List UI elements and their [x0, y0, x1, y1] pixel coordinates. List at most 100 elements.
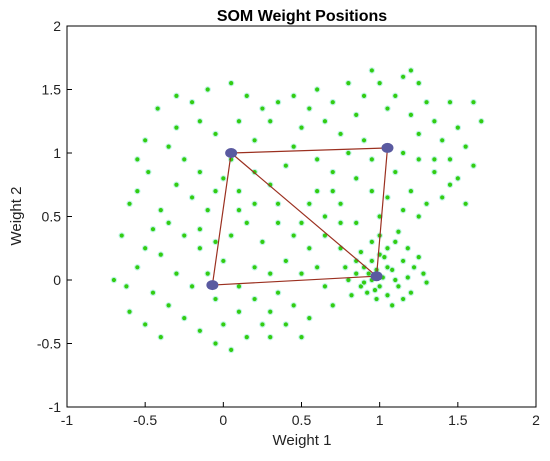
som-edge [212, 275, 377, 286]
data-point [267, 308, 274, 315]
data-point [267, 118, 274, 125]
som-edge [375, 147, 389, 277]
data-point [235, 187, 243, 195]
data-point [454, 124, 462, 131]
data-point [126, 200, 133, 207]
data-point [196, 327, 204, 334]
data-point [337, 130, 344, 138]
data-point [181, 232, 188, 239]
y-tick-label: -1 [49, 399, 62, 415]
x-tick-label: 0.5 [292, 412, 312, 428]
data-point [353, 219, 360, 227]
data-point [188, 194, 196, 201]
data-point [306, 245, 313, 252]
data-point [259, 105, 266, 112]
data-point [410, 264, 418, 271]
data-point [204, 206, 211, 214]
som-edge [231, 147, 388, 154]
data-point [282, 257, 290, 265]
data-point [227, 232, 235, 239]
data-point [363, 289, 371, 296]
data-point [204, 86, 211, 93]
data-point [392, 238, 399, 246]
data-point [478, 118, 485, 125]
data-point [384, 292, 391, 299]
x-axis-label: Weight 1 [273, 432, 332, 449]
data-point [313, 264, 321, 271]
data-point [274, 99, 282, 106]
data-point [243, 219, 250, 227]
data-point [399, 206, 407, 214]
data-point [259, 321, 266, 328]
data-point [235, 308, 243, 315]
data-point [388, 302, 396, 309]
som-neuron [206, 280, 219, 291]
data-point [462, 200, 469, 207]
data-point [243, 92, 250, 100]
data-point [345, 149, 352, 157]
data-point [282, 321, 290, 328]
data-point [415, 213, 422, 220]
data-point [399, 73, 407, 81]
data-point [267, 270, 274, 277]
data-point [227, 79, 235, 87]
data-point [188, 99, 196, 106]
data-point [251, 264, 258, 271]
data-point [420, 270, 427, 277]
data-point [274, 200, 282, 207]
data-point [384, 245, 391, 252]
data-point [157, 333, 164, 341]
data-point [423, 99, 430, 106]
data-point [298, 124, 305, 131]
y-tick-label: 0.5 [42, 209, 62, 225]
data-point [212, 130, 219, 138]
data-point [290, 143, 297, 150]
data-point [282, 162, 290, 169]
data-point [446, 181, 454, 188]
data-point [423, 279, 430, 286]
data-point [381, 253, 388, 261]
data-point [212, 238, 219, 246]
data-point [173, 181, 180, 188]
data-point [173, 270, 180, 277]
data-point [212, 340, 219, 347]
y-tick-label: -0.5 [37, 336, 61, 352]
data-point [243, 333, 250, 341]
data-point [360, 279, 368, 286]
x-tick-label: 2 [532, 412, 540, 428]
data-point [407, 67, 415, 74]
data-point [329, 99, 336, 106]
data-point [157, 251, 164, 258]
y-tick-label: 1.5 [42, 82, 62, 98]
data-point [353, 111, 360, 119]
x-tick-label: 0 [219, 412, 227, 428]
data-point [329, 187, 336, 195]
data-point [204, 270, 211, 277]
data-point [423, 200, 430, 207]
data-point [134, 156, 141, 163]
data-point [368, 257, 376, 265]
y-axis-label: Weight 2 [8, 187, 25, 246]
data-point [368, 187, 376, 195]
data-point [415, 156, 422, 163]
x-tick-label: 1 [376, 412, 384, 428]
data-point [321, 232, 329, 239]
data-point [439, 194, 446, 201]
data-point [274, 219, 282, 227]
som-edge [230, 152, 377, 277]
data-point [134, 264, 141, 271]
data-point [376, 79, 383, 87]
data-point [290, 232, 297, 239]
som-neuron [225, 148, 238, 158]
data-point [188, 283, 196, 290]
data-point [337, 200, 344, 207]
x-tick-label: 1.5 [448, 412, 468, 428]
data-point [329, 168, 336, 176]
data-point [165, 302, 172, 309]
data-point [415, 130, 422, 138]
data-point [212, 187, 219, 195]
data-point [368, 67, 376, 74]
data-point [251, 295, 258, 303]
data-point [454, 175, 462, 182]
data-point [470, 99, 477, 106]
